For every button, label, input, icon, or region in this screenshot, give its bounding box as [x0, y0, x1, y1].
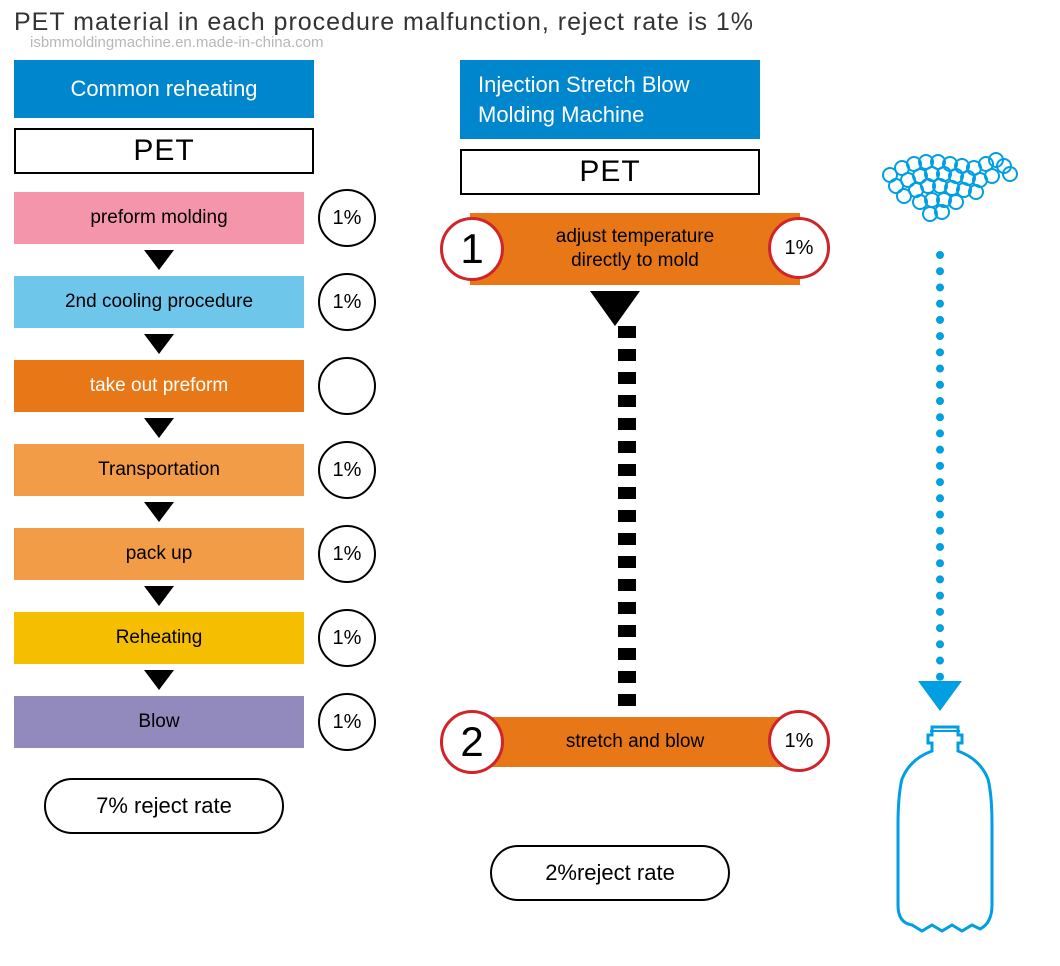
left-step-2-pct: 1% [318, 273, 376, 331]
watermark-text: isbmmoldingmachine.en.made-in-china.com [30, 34, 323, 51]
right-header-line1: Injection Stretch Blow [478, 72, 690, 97]
left-step-1: preform molding1% [14, 192, 304, 244]
arrow-down-icon [590, 291, 640, 326]
left-step-2-label: 2nd cooling procedure [65, 291, 253, 313]
left-process-column: Common reheating PET preform molding1% 2n… [14, 60, 324, 834]
left-step-7-pct: 1% [318, 693, 376, 751]
left-step-4-label: Transportation [98, 459, 220, 481]
right-process-column: Injection Stretch Blow Molding Machine P… [460, 60, 810, 901]
blue-arrow-icon [918, 681, 962, 711]
left-step-5-pct: 1% [318, 525, 376, 583]
right-step-2: 2 stretch and blow 1% [470, 717, 800, 767]
left-step-2: 2nd cooling procedure1% [14, 276, 304, 328]
arrow-down-icon [144, 502, 174, 522]
blue-dotted-line [936, 251, 944, 681]
right-pet-box: PET [460, 149, 760, 195]
left-header: Common reheating [14, 60, 314, 118]
left-step-6: Reheating1% [14, 612, 304, 664]
step-2-number: 2 [440, 710, 504, 774]
right-reject-rate: 2%reject rate [490, 845, 730, 901]
arrow-down-icon [144, 670, 174, 690]
arrow-down-icon [144, 334, 174, 354]
bottle-illustration-column [870, 140, 1030, 940]
left-step-5: pack up1% [14, 528, 304, 580]
left-step-1-pct: 1% [318, 189, 376, 247]
left-step-7: Blow1% [14, 696, 304, 748]
left-step-3-label: take out preform [90, 375, 228, 397]
left-pet-box: PET [14, 128, 314, 174]
step-2-label: stretch and blow [566, 730, 704, 755]
left-step-3: take out preform1% [14, 360, 304, 412]
step-2-pct: 1% [768, 710, 830, 772]
dashed-connector [618, 326, 636, 706]
right-header: Injection Stretch Blow Molding Machine [460, 60, 760, 139]
pellets-icon [870, 140, 1020, 240]
arrow-down-icon [144, 250, 174, 270]
left-reject-rate: 7% reject rate [44, 778, 284, 834]
right-header-line2: Molding Machine [478, 102, 644, 127]
arrow-down-icon [144, 586, 174, 606]
arrow-down-icon [144, 418, 174, 438]
left-step-1-label: preform molding [90, 207, 227, 229]
bottle-icon [880, 725, 1010, 935]
left-step-5-label: pack up [126, 543, 193, 565]
right-step-1: 1 adjust temperature directly to mold 1% [470, 213, 800, 285]
step-1-label-line1: adjust temperature [556, 226, 714, 247]
left-step-6-label: Reheating [116, 627, 203, 649]
step-1-label-line2: directly to mold [571, 250, 699, 271]
left-step-3-pct: 1% [318, 357, 376, 415]
left-step-4-pct: 1% [318, 441, 376, 499]
left-step-7-label: Blow [138, 711, 179, 733]
step-1-pct: 1% [768, 217, 830, 279]
left-step-4: Transportation1% [14, 444, 304, 496]
left-step-6-pct: 1% [318, 609, 376, 667]
page-title: PET material in each procedure malfuncti… [14, 8, 754, 37]
step-1-number: 1 [440, 217, 504, 281]
